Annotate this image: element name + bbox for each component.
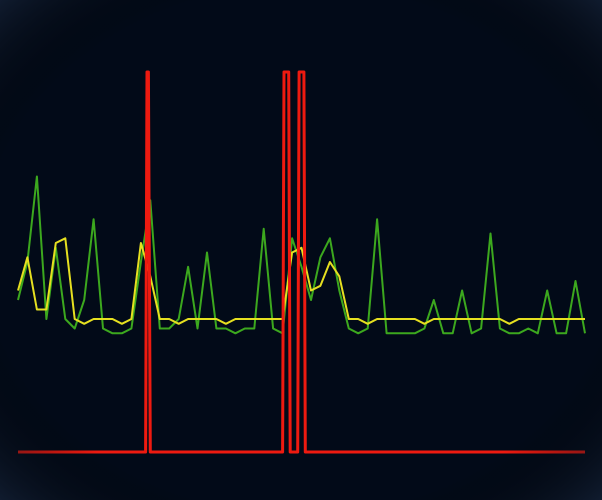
signal-graph: [0, 0, 602, 500]
